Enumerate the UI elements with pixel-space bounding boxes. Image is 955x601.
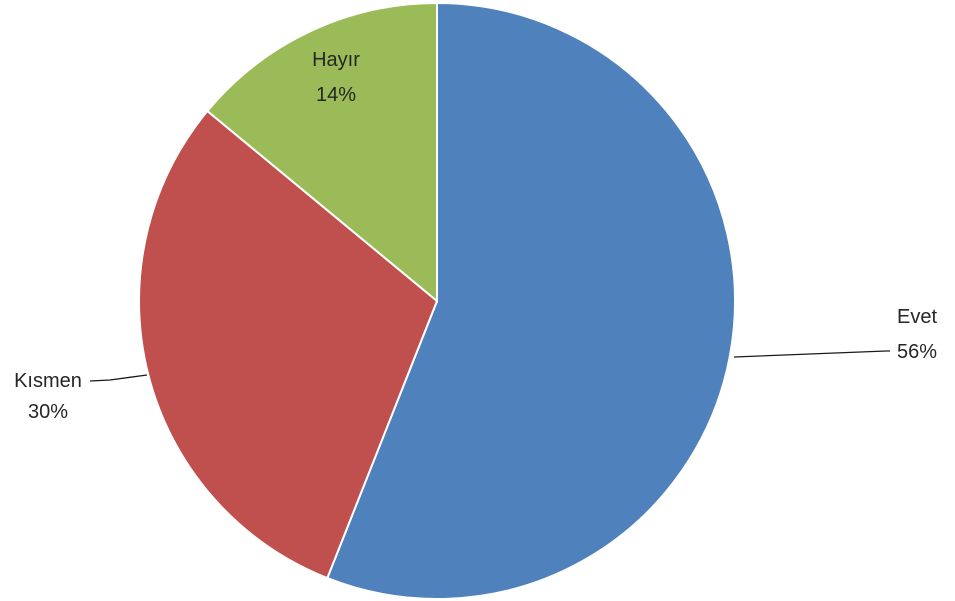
data-label-evet-percent: 56% bbox=[897, 341, 937, 363]
leader-line-kismen bbox=[89, 374, 148, 382]
leader-line-evet bbox=[733, 350, 890, 358]
data-label-kismen-percent: 30% bbox=[28, 401, 68, 423]
pie-slices bbox=[138, 1, 736, 600]
data-labels: Evet 56% Kısmen 30% Hayır 14% bbox=[14, 49, 937, 423]
data-label-evet-name: Evet bbox=[897, 306, 937, 328]
pie-slice-kismen bbox=[138, 109, 439, 580]
pie-slice-hayir bbox=[205, 1, 438, 304]
data-label-kismen-name: Kısmen bbox=[14, 370, 82, 392]
leader-lines bbox=[89, 350, 890, 382]
pie-slice-evet bbox=[326, 1, 736, 600]
data-label-hayir-percent: 14% bbox=[316, 84, 356, 106]
data-label-hayir-name: Hayır bbox=[312, 49, 360, 71]
